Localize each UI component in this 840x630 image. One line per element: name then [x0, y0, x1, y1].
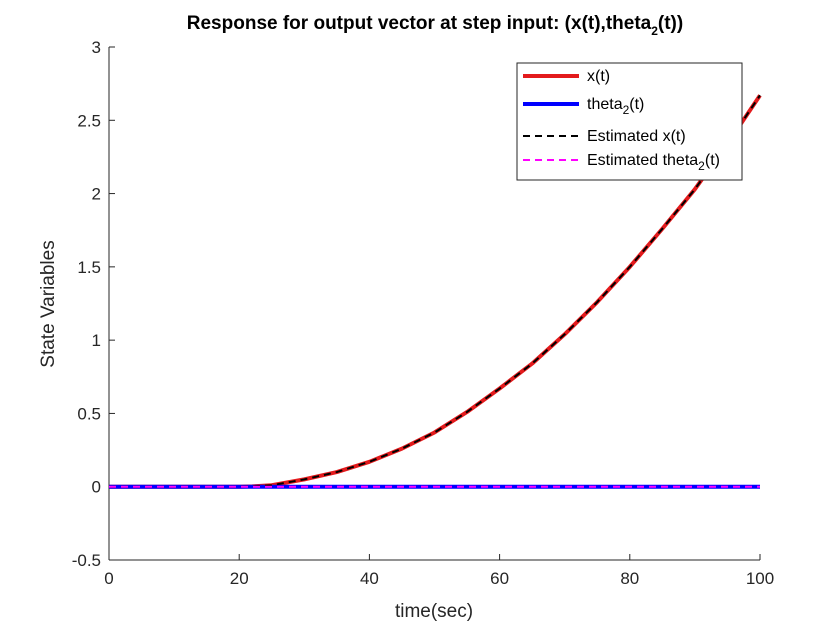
legend-label-3: Estimated theta2(t) — [587, 152, 720, 173]
x-tick-label: 0 — [104, 569, 113, 588]
legend-label-0: x(t) — [587, 68, 610, 85]
legend-box — [516, 62, 743, 181]
y-tick-label: 1.5 — [77, 258, 101, 277]
y-tick-label: -0.5 — [72, 551, 101, 570]
y-tick-label: 3 — [92, 38, 101, 57]
series-line-2 — [109, 94, 761, 488]
y-tick-label: 1 — [92, 331, 101, 350]
y-tick-label: 2 — [92, 185, 101, 204]
x-tick-label: 80 — [620, 569, 639, 588]
tick-layer: 0 20 40 60 80 100-0.500.511.522.53 — [72, 38, 774, 588]
y-tick-label: 0 — [92, 478, 101, 497]
x-tick-label: 100 — [746, 569, 774, 588]
x-tick-label: 60 — [490, 569, 509, 588]
legend-label-1: theta2(t) — [587, 96, 644, 117]
y-tick-label: 0.5 — [77, 404, 101, 423]
x-tick-label: 40 — [360, 569, 379, 588]
legend-label-2: Estimated x(t) — [587, 128, 686, 145]
series-layer — [109, 94, 762, 489]
legend: x(t) theta2(t) Estimated x(t) Estimated the… — [516, 62, 743, 181]
chart-title: Response for output vector at step input… — [187, 13, 683, 38]
y-axis-label: State Variables — [38, 240, 59, 367]
plot-area — [108, 47, 760, 561]
x-tick-label: 20 — [230, 569, 249, 588]
x-axis-label: time(sec) — [395, 601, 473, 622]
y-tick-label: 2.5 — [77, 111, 101, 130]
